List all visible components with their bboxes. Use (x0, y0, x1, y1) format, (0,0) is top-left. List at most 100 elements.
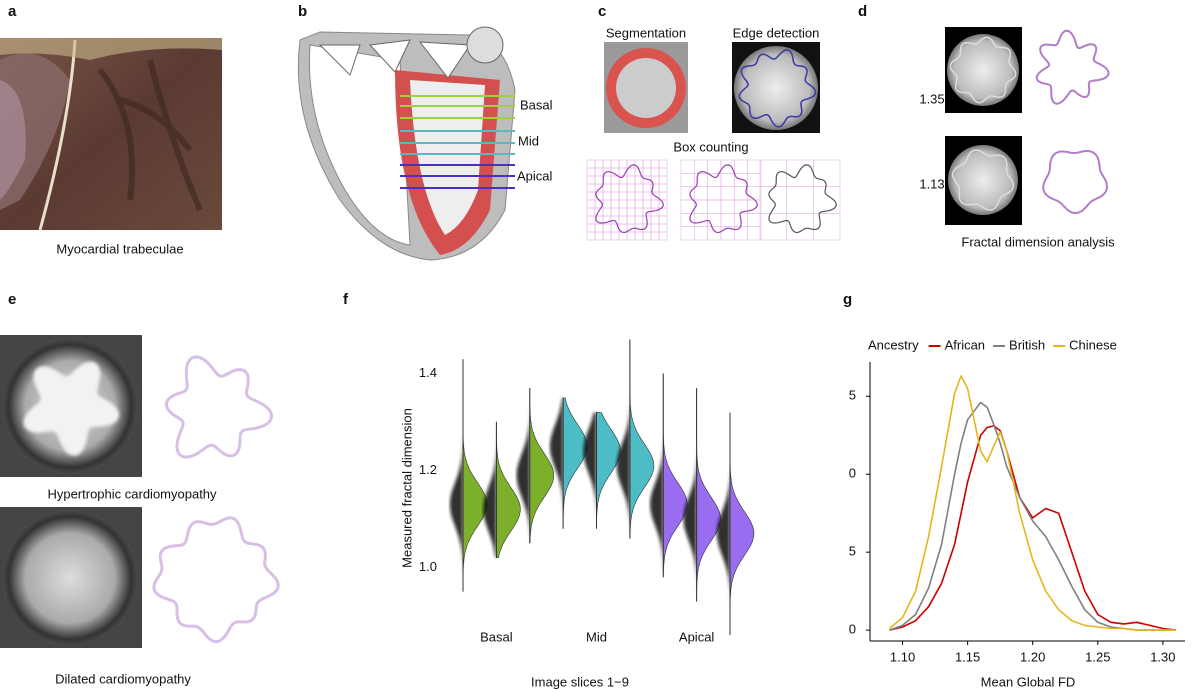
box (707, 199, 722, 214)
box (634, 199, 644, 209)
box (747, 159, 762, 174)
box (650, 231, 660, 241)
caption: Fractal dimension analysis (961, 234, 1115, 249)
box (586, 175, 596, 185)
box (720, 213, 735, 227)
box (586, 191, 596, 201)
box (720, 173, 735, 187)
box (707, 213, 722, 227)
box (586, 183, 596, 193)
box (594, 175, 604, 185)
box (594, 167, 604, 177)
box (642, 183, 652, 193)
y-tick-label: 1.2 (419, 462, 437, 477)
box (602, 159, 612, 169)
box (594, 231, 604, 241)
box (610, 207, 620, 217)
box (634, 231, 644, 241)
panel-label: b (298, 3, 307, 20)
y-tick-label: 0 (849, 622, 856, 637)
fd-value: 1.35 (919, 91, 944, 106)
box (747, 173, 762, 187)
box (759, 213, 787, 241)
legend-label: Chinese (1069, 337, 1117, 352)
box (626, 191, 636, 201)
box (586, 167, 596, 177)
box (786, 186, 814, 214)
box (707, 186, 722, 201)
x-tick-label: 1.10 (890, 649, 915, 664)
box (610, 199, 620, 209)
box (602, 175, 612, 185)
edge-image (732, 42, 820, 133)
point-cloud (683, 388, 697, 602)
y-tick-label: 5 (849, 544, 856, 559)
box (610, 175, 620, 185)
outlines (23, 29, 1110, 644)
box (610, 215, 620, 225)
box (694, 213, 708, 227)
x-axis-label: Image slices 1−9 (531, 674, 629, 689)
x-tick-label: 1.20 (1020, 649, 1045, 664)
box (610, 159, 620, 169)
box (602, 199, 612, 209)
outline (1035, 29, 1110, 105)
box (642, 199, 652, 209)
caption: Myocardial trabeculae (56, 241, 183, 256)
image (948, 145, 1018, 215)
box (586, 223, 596, 233)
legend-title: Ancestry (868, 337, 919, 352)
box (720, 186, 735, 201)
box (650, 167, 660, 177)
box (594, 223, 604, 233)
point-cloud (583, 412, 597, 529)
box (734, 226, 748, 241)
violin (729, 412, 755, 636)
box (734, 173, 748, 187)
box (602, 207, 612, 217)
level-label: Basal (520, 97, 553, 112)
box (618, 191, 628, 201)
box (813, 159, 841, 187)
box (626, 231, 636, 241)
box (658, 167, 668, 177)
box (747, 226, 762, 241)
box (747, 186, 762, 201)
box (720, 199, 735, 214)
box (720, 159, 735, 174)
box (734, 159, 748, 174)
caption: Hypertrophic cardiomyopathy (47, 486, 217, 501)
box (610, 191, 620, 201)
box (642, 231, 652, 241)
panel-label: a (8, 3, 17, 20)
point-cloud (716, 412, 730, 636)
box (626, 215, 636, 225)
box (602, 223, 612, 233)
photo (0, 38, 222, 231)
y-tick-label: 0 (849, 466, 856, 481)
point-cloud (549, 397, 564, 529)
contour (595, 164, 664, 234)
level-label: Mid (518, 133, 539, 148)
box (813, 186, 841, 214)
violin (562, 397, 588, 529)
box-counting (586, 159, 841, 241)
contour (768, 164, 837, 234)
density-line (888, 375, 1176, 631)
group-label: Basal (480, 629, 513, 644)
box (594, 159, 604, 169)
box (680, 173, 695, 187)
point-cloud (650, 373, 664, 578)
box (634, 215, 644, 225)
violin (529, 387, 554, 544)
box (707, 173, 722, 187)
caption: Box counting (673, 139, 748, 154)
box (618, 199, 628, 209)
mri-image (2, 510, 138, 646)
point-cloud (616, 339, 630, 539)
box (602, 183, 612, 193)
y-axis-label: Measured fractal dimension (399, 408, 414, 568)
legend-label: African (945, 337, 985, 352)
box (747, 199, 762, 214)
